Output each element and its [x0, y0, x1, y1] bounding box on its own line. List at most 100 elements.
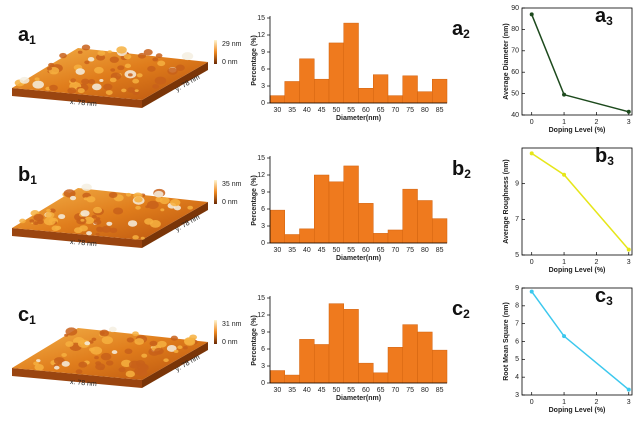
y-tick-label: 60 — [511, 69, 519, 76]
surface-bump — [34, 77, 40, 81]
surface-bump — [54, 365, 60, 370]
data-line — [531, 291, 630, 391]
surface-bump — [111, 350, 118, 355]
bar — [402, 324, 418, 384]
x-tick-label: 75 — [406, 107, 414, 114]
surface-bump — [139, 364, 148, 370]
y-tick-label: 6 — [261, 66, 265, 73]
x-tick-label: 60 — [362, 247, 370, 254]
y-tick-label: 15 — [257, 295, 265, 302]
surface-bump — [137, 52, 147, 59]
plot-frame — [521, 147, 633, 256]
surface-bump — [181, 52, 194, 61]
x-tick-label: 85 — [436, 247, 444, 254]
surface-bump — [149, 340, 158, 347]
bar — [373, 372, 389, 384]
surface-bump — [96, 226, 103, 231]
panel-subscript: 2 — [464, 167, 471, 181]
surface-bump — [61, 353, 67, 357]
surface-bump — [105, 360, 114, 366]
surface-bump — [177, 345, 183, 350]
surface-bump — [83, 197, 88, 201]
surface-bump — [91, 337, 97, 342]
surface-bump — [143, 49, 153, 56]
surface-bump — [19, 76, 30, 84]
surface-bump — [155, 53, 163, 58]
surface-bump — [80, 218, 85, 222]
surface-bump — [79, 225, 88, 232]
surface-bump — [75, 369, 83, 374]
x-axis-title: Doping Level (%) — [549, 267, 606, 274]
panel-subscript: 1 — [29, 33, 36, 47]
surface-bump — [103, 83, 113, 91]
plot-frame — [521, 7, 633, 116]
data-point — [529, 289, 534, 294]
y-tick-label: 9 — [515, 285, 519, 292]
surface-bump — [87, 57, 95, 62]
surface-bump — [134, 196, 143, 203]
x-axis-title: Doping Level (%) — [549, 127, 606, 134]
panel-label: b2 — [452, 158, 471, 181]
y-tick-label: 9 — [515, 181, 519, 188]
panel-letter: c — [452, 298, 463, 320]
panel-subscript: 3 — [607, 154, 614, 168]
surface-bump — [113, 207, 124, 215]
y-tick-label: 0 — [261, 240, 265, 247]
surface-bump — [67, 87, 77, 94]
bar — [328, 303, 344, 384]
y-tick-label: 9 — [261, 329, 265, 336]
surface-bump — [59, 52, 67, 59]
surface-bump — [163, 358, 169, 363]
surface-bump — [80, 210, 90, 217]
bar — [417, 91, 433, 104]
y-tick-label: 80 — [511, 26, 519, 33]
bar — [299, 339, 315, 384]
surface-bump — [70, 78, 77, 83]
surface-bump — [95, 363, 106, 371]
surface-bump — [45, 211, 55, 219]
surface-bump — [65, 327, 78, 336]
surface-bump — [121, 359, 132, 368]
surface-bump — [118, 367, 126, 373]
panel-label: b1 — [18, 164, 37, 187]
data-point — [562, 334, 567, 339]
surface-bump — [94, 66, 104, 74]
surface-bump — [124, 348, 133, 355]
panel-label: c2 — [452, 298, 470, 321]
surface-bump — [121, 88, 127, 93]
x-tick-label: 30 — [273, 247, 281, 254]
x-tick-label: 55 — [347, 387, 355, 394]
y-tick-label: 3 — [261, 223, 265, 230]
surface-bump — [33, 221, 39, 226]
surface-bump — [108, 326, 117, 333]
surface-bump — [136, 73, 143, 78]
z-max-label: 29 nm — [222, 41, 242, 48]
data-line — [531, 152, 630, 251]
x-tick-label: 35 — [288, 387, 296, 394]
x-tick-label: 80 — [421, 247, 429, 254]
surface-bump — [81, 78, 90, 85]
x-tick-label: 80 — [421, 107, 429, 114]
x-tick-label: 1 — [562, 399, 566, 406]
surface-bump — [81, 44, 91, 51]
bar — [402, 188, 418, 244]
surface-bump — [132, 235, 139, 240]
x-tick-label: 40 — [303, 107, 311, 114]
y-tick-label: 9 — [261, 49, 265, 56]
x-tick-label: 75 — [406, 247, 414, 254]
surface-bump — [126, 337, 135, 343]
x-tick-label: 65 — [377, 247, 385, 254]
surface-bump — [109, 227, 118, 233]
surface-bump — [78, 361, 88, 368]
x-tick-label: 45 — [318, 247, 326, 254]
surface-bump — [107, 50, 112, 54]
x-tick-label: 60 — [362, 107, 370, 114]
y-tick-label: 12 — [257, 32, 265, 39]
bar — [417, 200, 433, 244]
surface-bump — [94, 355, 99, 360]
surface-bump — [135, 205, 141, 210]
surface-bump — [77, 88, 85, 94]
bar — [299, 58, 315, 104]
surface-bump — [108, 192, 118, 199]
surface-bump — [125, 192, 132, 197]
